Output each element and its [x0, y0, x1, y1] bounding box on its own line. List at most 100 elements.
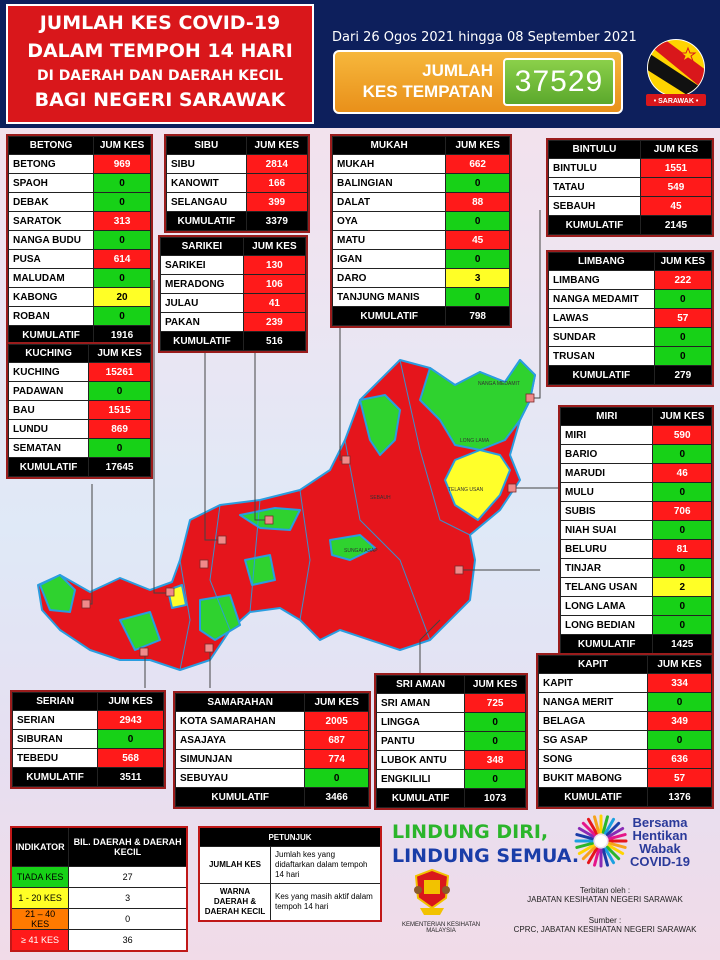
case-count: 106: [242, 274, 307, 294]
case-count: 0: [647, 692, 712, 712]
district-name: LAWAS: [548, 308, 655, 328]
table-row: MIRI 590: [559, 425, 712, 445]
total-cases-box: JUMLAH KES TEMPATAN 37529: [333, 50, 623, 114]
map-green-south: [119, 611, 161, 651]
total-label: KUMULATIF: [174, 787, 306, 807]
date-range: Dari 26 Ogos 2021 hingga 08 September 20…: [332, 30, 637, 45]
column-header: JUM KES: [647, 655, 712, 674]
district-name: BELAGA: [537, 711, 649, 731]
division-name-sriaman: SRI AMAN: [375, 675, 466, 694]
column-header: JUM KES: [639, 140, 713, 159]
case-count: 88: [445, 192, 510, 212]
map-label: LONG LAMA: [460, 438, 490, 444]
case-count: 725: [464, 693, 526, 713]
column-header: JUM KES: [242, 237, 307, 256]
column-header: JUM KES: [653, 252, 713, 271]
table-row: BALINGIAN 0: [331, 173, 510, 193]
district-name: PUSA: [7, 249, 95, 269]
petunjuk-title: PETUNJUK: [198, 826, 382, 847]
table-bintulu: BINTULU JUM KES BINTULU 1551 TATAU 549 SEBAUH 4…: [546, 138, 714, 237]
table-row: LIMBANG 222: [548, 270, 713, 290]
table-row: BARIO 0: [559, 444, 712, 464]
table-row: SELANGAU 399: [166, 192, 309, 212]
table-row: MALUDAM 0: [7, 268, 151, 288]
district-name: TEBEDU: [11, 748, 99, 768]
case-count: 166: [245, 173, 309, 193]
district-name: OYA: [331, 211, 447, 231]
district-name: BELURU: [559, 539, 654, 559]
case-count: 349: [647, 711, 712, 731]
table-row: KAPIT 334: [537, 673, 712, 693]
total-value: 1073: [464, 788, 526, 808]
total-cases-value: 37529: [503, 58, 615, 106]
case-count: 0: [445, 287, 510, 307]
case-count: 774: [304, 749, 369, 769]
slogan-line-1: LINDUNG DIRI,: [392, 821, 549, 843]
case-count: 0: [464, 769, 526, 789]
table-betong: BETONG JUM KES BETONG 969 SPAOH 0 DEBAK 0 SARATO…: [6, 134, 153, 347]
case-count: 0: [304, 768, 369, 788]
table-row: MATU 45: [331, 230, 510, 250]
district-name: BAU: [7, 400, 90, 420]
covid-campaign-logo-icon: [574, 814, 628, 868]
total-value: 516: [242, 331, 307, 351]
legend-count: 0: [68, 908, 188, 930]
table-row: DALAT 88: [331, 192, 510, 212]
table-row: PADAWAN 0: [7, 381, 151, 401]
case-count: 1515: [88, 400, 151, 420]
case-count: 46: [652, 463, 712, 483]
petunjuk-table: PETUNJUK JUMLAH KES Jumlah kes yang didaf…: [198, 826, 382, 922]
map-label: SUNGAI ASAP: [344, 548, 378, 554]
table-row: MERADONG 106: [160, 274, 307, 294]
table-limbang: LIMBANG JUM KES LIMBANG 222 NANGA MEDAMIT 0 LA…: [546, 250, 714, 387]
district-name: SONG: [537, 749, 649, 769]
table-row: SERIAN 2943: [11, 710, 164, 730]
case-count: 348: [464, 750, 526, 770]
total-value: 2145: [639, 215, 713, 235]
table-row: SUBIS 706: [559, 501, 712, 521]
table-sibu: SIBU JUM KES SIBU 2814 KANOWIT 166 SELANGAU 399…: [164, 134, 310, 233]
district-name: IGAN: [331, 249, 447, 269]
table-row: BUKIT MABONG 57: [537, 768, 712, 788]
case-count: 81: [652, 539, 712, 559]
legend-label: TIADA KES: [10, 866, 70, 888]
map-telang-usan: [444, 449, 511, 521]
map-green-north: [419, 359, 536, 451]
district-name: TINJAR: [559, 558, 654, 578]
district-name: LUNDU: [7, 419, 90, 439]
table-row: LUNDU 869: [7, 419, 151, 439]
division-name-kuching: KUCHING: [7, 344, 90, 363]
case-count: 15261: [88, 362, 151, 382]
district-name: SG ASAP: [537, 730, 649, 750]
total-label: KUMULATIF: [537, 787, 649, 807]
total-value: 1376: [647, 787, 712, 807]
table-row: MULU 0: [559, 482, 712, 502]
table-row: SEBAUH 45: [548, 196, 713, 216]
legend-label: 21 – 40 KES: [10, 908, 70, 930]
legend-table: INDIKATOR BIL. DAERAH & DAERAH KECIL TIA…: [10, 826, 188, 952]
case-count: 662: [445, 154, 510, 174]
case-count: 0: [93, 192, 151, 212]
table-row: JULAU 41: [160, 293, 307, 313]
legend-row: 21 – 40 KES 0: [10, 908, 188, 930]
district-name: SEMATAN: [7, 438, 90, 458]
table-row: IGAN 0: [331, 249, 510, 269]
table-row: NANGA BUDU 0: [7, 230, 151, 250]
district-name: LONG LAMA: [559, 596, 654, 616]
total-row: KUMULATIF 1916: [7, 325, 151, 345]
case-count: 0: [88, 438, 151, 458]
division-name-bintulu: BINTULU: [548, 140, 641, 159]
district-name: LUBOK ANTU: [375, 750, 466, 770]
district-name: BETONG: [7, 154, 95, 174]
district-name: SEBAUH: [548, 196, 641, 216]
total-label: KUMULATIF: [375, 788, 466, 808]
case-count: 2814: [245, 154, 309, 174]
district-name: SIMUNJAN: [174, 749, 306, 769]
petunjuk-term: WARNA DAERAH & DAERAH KECIL: [198, 883, 271, 922]
case-count: 0: [97, 729, 164, 749]
table-row: BELAGA 349: [537, 711, 712, 731]
legend-row: TIADA KES 27: [10, 866, 188, 888]
case-count: 590: [652, 425, 712, 445]
table-row: SARIKEI 130: [160, 255, 307, 275]
table-row: KABONG 20: [7, 287, 151, 307]
